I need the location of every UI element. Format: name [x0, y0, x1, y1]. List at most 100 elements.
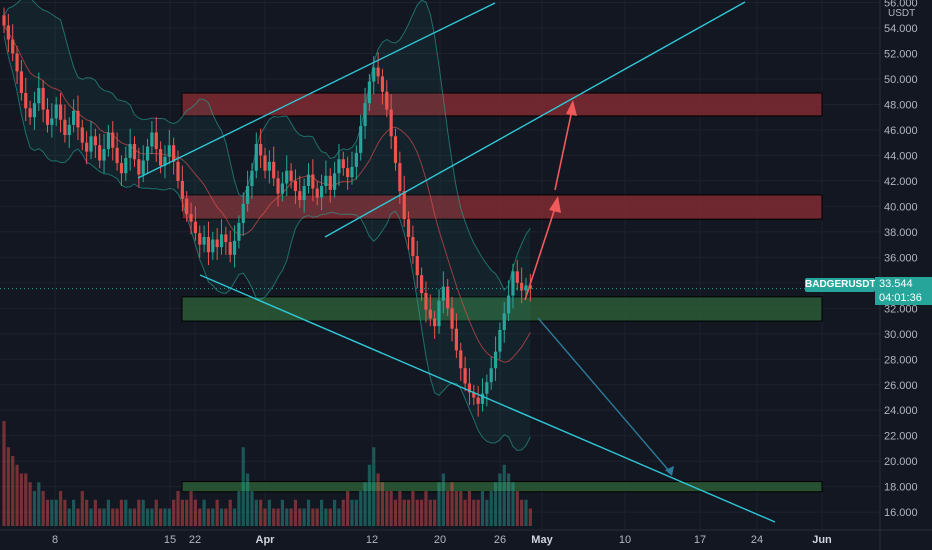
candle-body: [280, 183, 284, 194]
candle-body: [124, 157, 128, 174]
zones: [181, 92, 823, 493]
volume-bar: [333, 499, 337, 526]
y-tick-label: 26.000: [884, 380, 918, 392]
candle-body: [89, 136, 93, 152]
x-tick-label: 8: [52, 534, 58, 546]
volume-bar: [472, 499, 476, 526]
volume-bar: [354, 499, 358, 526]
volume-bar: [489, 491, 493, 526]
y-tick-label: 18.000: [884, 482, 918, 494]
y-tick-label: 52.000: [884, 49, 918, 61]
candle-body: [528, 285, 532, 289]
volume-bar: [89, 508, 93, 526]
volume-bar: [76, 508, 80, 526]
y-tick-label: 40.000: [884, 201, 918, 213]
volume-bar: [124, 499, 128, 526]
volume-bar: [507, 473, 511, 526]
candle-body: [211, 239, 215, 253]
candle-body: [367, 81, 371, 104]
volume-bar: [337, 508, 341, 526]
volume-bar: [150, 508, 154, 526]
candle-body: [76, 110, 80, 128]
x-tick-label: 20: [434, 534, 446, 546]
candle-body: [224, 234, 228, 243]
volume-bar: [328, 508, 332, 526]
candle-body: [119, 163, 124, 174]
candle-body: [437, 300, 441, 327]
candle-body: [141, 160, 145, 175]
candle-body: [385, 91, 389, 110]
x-tick-label: May: [531, 534, 553, 546]
candle-body: [476, 397, 480, 404]
volume-bar: [72, 499, 76, 526]
volume-bar: [19, 473, 23, 526]
candle-body: [54, 104, 58, 119]
candle-body: [372, 67, 376, 82]
x-tick-label: 10: [619, 534, 631, 546]
y-tick-label: 16.000: [884, 507, 918, 519]
descending-support-line: [199, 274, 776, 523]
candle-body: [424, 293, 428, 310]
arrow-head-2: [566, 100, 577, 116]
candle-body: [28, 108, 32, 118]
volume-bar: [524, 499, 528, 526]
volume-bar: [241, 447, 245, 526]
volume-bar: [193, 499, 197, 526]
candle-body: [246, 186, 250, 204]
candle-body: [98, 145, 102, 161]
candle-body: [319, 186, 324, 198]
y-tick-label: 56.000: [884, 0, 918, 10]
volume-bar: [493, 482, 498, 526]
volume-bar: [433, 499, 437, 526]
volume-bar: [276, 508, 280, 526]
volume-bar: [467, 491, 472, 526]
volume-bar: [415, 499, 419, 526]
volume-bar: [315, 508, 319, 526]
candle-body: [389, 109, 393, 137]
y-tick-label: 50.000: [884, 74, 918, 86]
candle-body: [363, 103, 367, 127]
channel-upper-line: [137, 2, 496, 179]
volume-bar: [111, 508, 115, 526]
candle-body: [163, 156, 167, 166]
candle-body: [411, 236, 415, 257]
countdown: 04:01:36: [879, 292, 922, 304]
volume-bar: [137, 499, 141, 526]
volume-bar: [454, 491, 458, 526]
candle-body: [285, 170, 289, 184]
volume-bar: [159, 508, 163, 526]
candle-body: [267, 161, 271, 171]
candle-body: [128, 143, 132, 158]
projection-arrow-2: [554, 109, 573, 191]
candle-body: [354, 152, 358, 167]
volume-bar: [302, 508, 306, 526]
volume-bar: [263, 508, 267, 526]
volume-bar: [80, 491, 84, 526]
support-zone: [181, 481, 823, 493]
volume-bar: [54, 499, 58, 526]
volume-bar: [293, 499, 298, 526]
candle-body: [45, 109, 50, 125]
candle-body: [511, 271, 515, 296]
candle-body: [380, 76, 385, 92]
volume-bar: [376, 473, 380, 526]
candle-body: [472, 392, 476, 398]
volume-bar: [106, 499, 110, 526]
volume-bar: [128, 508, 132, 526]
volume-bar: [224, 508, 228, 526]
candle-body: [15, 53, 19, 72]
volume-bar: [498, 473, 502, 526]
volume-bar: [63, 499, 67, 526]
candle-body: [63, 119, 67, 136]
candle-body: [507, 295, 511, 314]
candle-body: [467, 383, 472, 393]
volume-bar: [515, 491, 519, 526]
candle-body: [463, 368, 467, 384]
candle-body: [111, 132, 115, 148]
volume-bar: [437, 482, 441, 526]
candle-body: [167, 145, 171, 157]
band-fill: [4, 0, 531, 451]
volume-bar: [176, 491, 180, 526]
volume-bar: [420, 499, 424, 526]
